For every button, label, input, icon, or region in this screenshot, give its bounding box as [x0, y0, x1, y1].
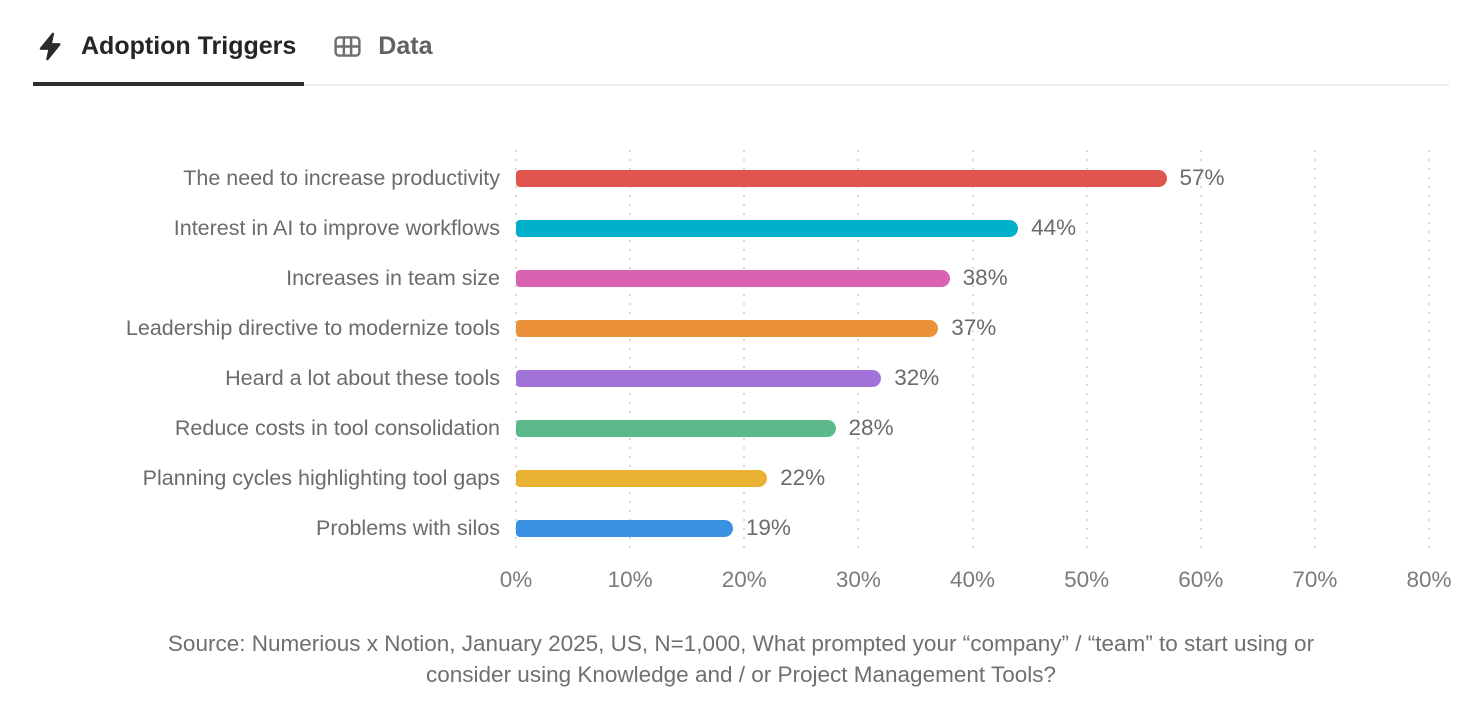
bar[interactable] [516, 169, 1167, 187]
value-label: 44% [1031, 215, 1077, 240]
source-line-1: Source: Numerious x Notion, January 2025… [167, 631, 1315, 656]
x-tick-label: 0% [499, 567, 533, 592]
value-label: 22% [780, 465, 826, 490]
tab-bar: Adoption Triggers Data [33, 0, 1449, 86]
gridline [515, 150, 517, 554]
chart-row: Leadership directive to modernize tools 3… [0, 303, 1482, 353]
bar[interactable] [516, 319, 939, 337]
chart-row: The need to increase productivity 57% [0, 153, 1482, 203]
category-label: Planning cycles highlighting tool gaps [142, 465, 500, 490]
bar-chart: The need to increase productivity 57% Inte… [0, 153, 1482, 553]
value-label: 57% [1179, 165, 1225, 190]
tab-label: Adoption Triggers [81, 32, 297, 60]
x-tick-label: 40% [949, 567, 996, 592]
bar-track: 44% [516, 215, 1429, 241]
value-label: 38% [962, 265, 1008, 290]
x-tick-label: 80% [1406, 567, 1452, 592]
bar[interactable] [516, 219, 1019, 237]
value-label: 32% [894, 365, 940, 390]
table-icon [332, 31, 363, 62]
tab-adoption-triggers[interactable]: Adoption Triggers [33, 7, 305, 86]
value-label: 19% [745, 515, 791, 540]
bar[interactable] [516, 369, 882, 387]
chart-row: Reduce costs in tool consolidation 28% [0, 403, 1482, 453]
x-tick-label: 60% [1178, 567, 1224, 592]
value-label: 28% [848, 415, 894, 440]
plot-gridlines [515, 150, 1430, 554]
category-label: Increases in team size [286, 265, 500, 290]
category-label: Leadership directive to modernize tools [125, 315, 500, 340]
gridline [1428, 150, 1430, 554]
gridline [629, 150, 632, 554]
gridline [1085, 150, 1088, 554]
source-line-2: consider using Knowledge and / or Projec… [426, 662, 1056, 687]
x-tick-label: 70% [1292, 567, 1338, 592]
bar-track: 32% [516, 365, 1429, 391]
gridline [971, 150, 974, 554]
bar-track: 22% [516, 465, 1429, 491]
source-note: Source: Numerious x Notion, January 2025… [0, 628, 1482, 690]
x-tick-label: 10% [607, 567, 653, 592]
gridline [857, 150, 860, 554]
bar-track: 38% [516, 265, 1429, 291]
value-label: 37% [951, 315, 997, 340]
chart-row: Increases in team size 38% [0, 253, 1482, 303]
category-label: Interest in AI to improve workflows [173, 215, 500, 240]
chart-row: Planning cycles highlighting tool gaps 22… [0, 453, 1482, 503]
tab-data[interactable]: Data [330, 7, 440, 86]
category-label: Heard a lot about these tools [225, 365, 500, 390]
chart-row: Problems with silos 19% [0, 503, 1482, 553]
x-tick-label: 50% [1064, 567, 1110, 592]
chart-row: Heard a lot about these tools 32% [0, 353, 1482, 403]
x-tick-label: 30% [835, 567, 881, 592]
x-axis: 0% 10% 20% 30% 40% 50% 60% 70% 80% [500, 567, 1452, 597]
bar-track: 28% [516, 415, 1429, 441]
bar-track: 37% [516, 315, 1429, 341]
gridline [1199, 150, 1202, 554]
category-label: The need to increase productivity [183, 165, 500, 190]
bar[interactable] [516, 469, 768, 487]
bar[interactable] [516, 269, 950, 287]
bar[interactable] [516, 419, 836, 437]
category-label: Reduce costs in tool consolidation [174, 415, 500, 440]
chart-row: Interest in AI to improve workflows 44% [0, 203, 1482, 253]
tab-label: Data [378, 32, 433, 60]
lightning-icon [35, 31, 66, 62]
bar-track: 19% [516, 515, 1429, 541]
x-tick-label: 20% [721, 567, 767, 592]
category-label: Problems with silos [316, 515, 500, 540]
bar-track: 57% [516, 165, 1429, 191]
gridline [743, 150, 746, 554]
bar[interactable] [516, 519, 733, 537]
gridline [1313, 150, 1316, 554]
